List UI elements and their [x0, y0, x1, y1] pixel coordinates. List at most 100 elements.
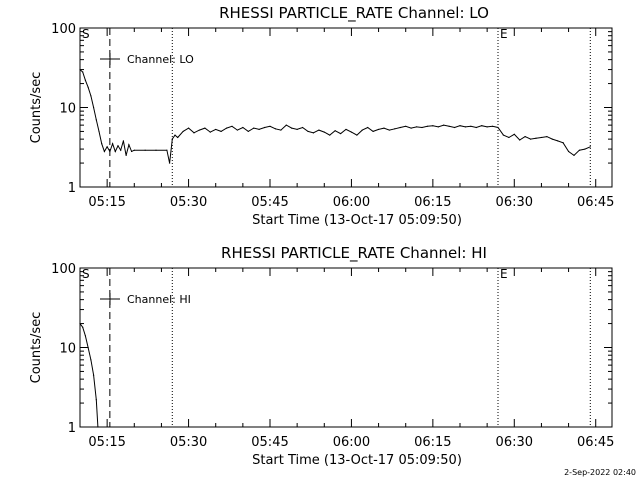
series-line-1 — [79, 69, 591, 164]
start-marker-label: S — [82, 267, 90, 281]
data-point — [459, 125, 461, 127]
x-tick-label: 06:30 — [496, 195, 533, 210]
x-tick-label: 05:30 — [170, 435, 207, 450]
legend-label: Channel: LO — [127, 53, 194, 66]
data-point — [448, 125, 450, 127]
data-point — [84, 79, 87, 81]
data-point — [502, 134, 505, 136]
data-point — [464, 126, 467, 128]
data-point — [540, 136, 543, 139]
data-point — [491, 125, 494, 127]
data-point — [177, 136, 179, 139]
data-point — [111, 143, 114, 145]
x-axis-label: Start Time (13-Oct-17 05:09:50) — [252, 453, 462, 468]
y-axis-label: Counts/sec — [29, 312, 44, 384]
data-point — [101, 143, 103, 145]
y-axis-label: Counts/sec — [29, 72, 44, 144]
data-point — [296, 128, 298, 131]
x-tick-label: 05:30 — [170, 195, 207, 210]
data-point — [312, 132, 315, 134]
data-point — [345, 128, 347, 131]
data-point — [323, 131, 325, 133]
x-tick-label: 06:45 — [577, 435, 614, 450]
data-point — [399, 126, 401, 129]
data-point — [497, 126, 499, 129]
data-point — [394, 128, 396, 130]
x-axis-label: Start Time (13-Oct-17 05:09:50) — [252, 213, 462, 228]
data-point — [562, 142, 564, 144]
data-point — [95, 399, 97, 401]
data-point — [584, 148, 586, 150]
data-point — [551, 138, 553, 140]
x-tick-label: 06:00 — [333, 435, 370, 450]
data-point — [372, 130, 374, 133]
data-point — [247, 130, 249, 133]
x-tick-label: 06:30 — [496, 435, 533, 450]
data-point — [535, 137, 537, 139]
data-point — [307, 130, 309, 133]
end-marker-label: E — [500, 27, 508, 41]
data-point — [128, 144, 130, 146]
data-point — [269, 125, 271, 127]
data-point — [367, 126, 369, 129]
plot-frame — [79, 267, 613, 428]
y-tick-label: 1 — [68, 421, 76, 436]
data-point — [301, 126, 304, 129]
data-point — [171, 138, 173, 140]
data-point — [291, 127, 293, 129]
data-point — [573, 154, 575, 156]
y-tick-label: 100 — [51, 262, 76, 277]
data-point — [204, 127, 206, 129]
data-point — [236, 129, 239, 131]
data-point — [97, 426, 99, 428]
y-tick-label: 10 — [59, 102, 76, 117]
start-marker-label: S — [82, 27, 90, 41]
data-point — [84, 335, 87, 337]
data-point — [117, 145, 119, 147]
data-point — [470, 125, 472, 127]
data-point — [174, 134, 176, 136]
data-point — [98, 130, 100, 133]
data-point — [546, 136, 548, 138]
data-point — [513, 133, 515, 135]
data-point — [361, 129, 363, 131]
legend-label: Channel: HI — [127, 293, 191, 306]
data-point — [508, 136, 510, 139]
chart-panel-1: RHESSI PARTICLE_RATE Channel: LO 1 10 100 05… — [29, 4, 614, 228]
data-point — [453, 126, 456, 129]
x-tick-label: 05:45 — [251, 195, 288, 210]
data-point — [405, 125, 407, 127]
data-point — [182, 130, 184, 133]
end-marker-label: E — [500, 267, 508, 281]
data-point — [187, 127, 190, 129]
x-tick-label: 06:15 — [414, 195, 451, 210]
data-point — [557, 140, 559, 142]
data-point — [82, 326, 84, 328]
data-point — [383, 127, 385, 129]
data-point — [103, 150, 106, 153]
x-tick-label: 05:45 — [251, 435, 288, 450]
x-tick-label: 05:15 — [88, 195, 125, 210]
data-point — [155, 149, 157, 151]
data-point — [437, 126, 439, 128]
data-point — [209, 131, 211, 133]
data-point — [318, 129, 320, 131]
data-point — [166, 149, 168, 151]
x-tick-label: 06:15 — [414, 435, 451, 450]
data-point — [231, 125, 233, 127]
data-point — [120, 149, 122, 151]
data-point — [87, 86, 89, 88]
data-point — [519, 139, 521, 141]
data-point — [524, 136, 526, 138]
y-tick-label: 100 — [51, 22, 76, 37]
data-point — [285, 124, 287, 126]
data-point — [432, 125, 434, 127]
data-point — [377, 128, 380, 131]
x-tick-label: 06:45 — [577, 195, 614, 210]
data-point — [388, 129, 391, 131]
data-point — [339, 132, 342, 135]
footer-timestamp: 2-Sep-2022 02:40 — [564, 468, 636, 477]
data-point — [589, 146, 591, 148]
data-point — [198, 129, 201, 131]
data-point — [215, 128, 217, 131]
